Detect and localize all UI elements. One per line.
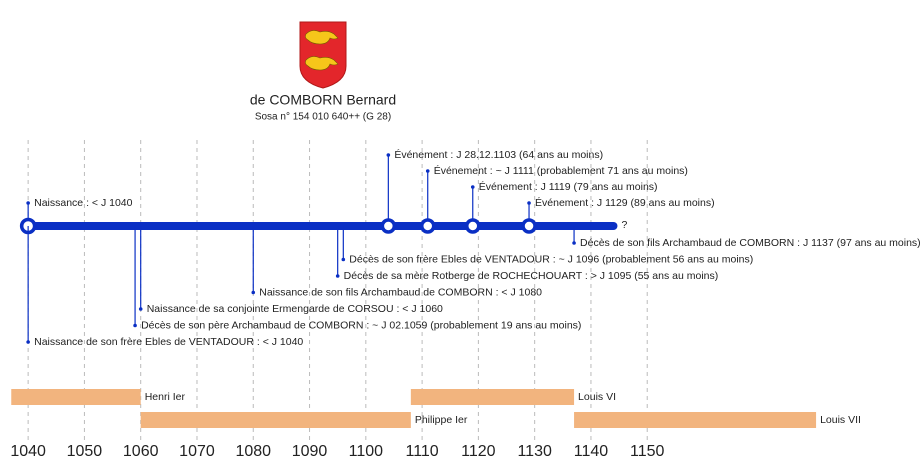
coat-of-arms [299,21,347,89]
reign-bar [410,389,575,405]
event-dot [572,241,576,245]
event-dot [425,169,430,173]
event-label: Décès de sa mère Rotberge de ROCHECHOUAR… [344,270,719,282]
event-label: Naissance : < J 1040 [34,197,133,209]
sosa-number: Sosa n° 154 010 640++ (G 28) [255,112,391,123]
event-marker [465,218,481,234]
event-label: Décès de son frère Ebles de VENTADOUR : … [349,253,753,265]
reign-label: Louis VI [578,391,616,403]
event-label: Événement : ~ J 1111 (probablement 71 an… [434,164,688,177]
person-name: de COMBORN Bernard [250,92,396,108]
x-tick-label: 1130 [517,443,552,460]
x-tick-label: 1100 [349,443,384,460]
event-dot [133,323,137,328]
x-tick-label: 1080 [235,443,271,460]
event-dot [26,201,30,205]
event-label: Événement : J 1119 (79 ans au moins) [479,180,658,193]
lifeline-end-label: ? [621,219,627,231]
x-tick-label: 1140 [574,443,609,460]
x-tick-label: 1090 [292,443,328,460]
event-dot [386,153,391,157]
event-label: Événement : J 1129 (89 ans au moins) [535,196,715,209]
event-label: Naissance de son frère Ebles de VENTADOU… [34,336,303,348]
event-dot [251,290,256,295]
reign-label: Henri Ier [145,391,186,403]
event-marker [521,218,537,234]
event-label: Décès de son fils Archambaud de COMBORN … [580,237,921,249]
event-dot [470,185,475,189]
x-tick-label: 1070 [179,443,215,460]
x-tick-label: 1120 [461,443,496,460]
x-tick-label: 1110 [405,443,438,460]
reign-label: Louis VII [820,414,861,426]
x-tick-label: 1150 [630,443,665,460]
x-tick-label: 1040 [10,443,46,460]
reign-bar [574,412,817,428]
event-dot [138,307,143,311]
event-dot [26,340,30,344]
event-label: Événement : J 28.12.1103 (64 ans au moin… [394,148,603,161]
x-tick-label: 1050 [67,443,103,460]
event-dot [335,274,340,278]
event-marker [419,218,436,234]
event-label: Décès de son père Archambaud de COMBORN … [141,319,581,331]
event-label: Naissance de sa conjointe Ermengarde de … [147,303,443,315]
event-dot [341,257,346,262]
x-tick-label: 1060 [123,443,159,460]
reign-bar [11,389,141,405]
event-label: Naissance de son fils Archambaud de COMB… [259,286,542,298]
reign-label: Philippe Ier [415,414,468,426]
event-marker [380,218,397,234]
event-dot [527,201,531,205]
reign-bar [140,412,411,428]
